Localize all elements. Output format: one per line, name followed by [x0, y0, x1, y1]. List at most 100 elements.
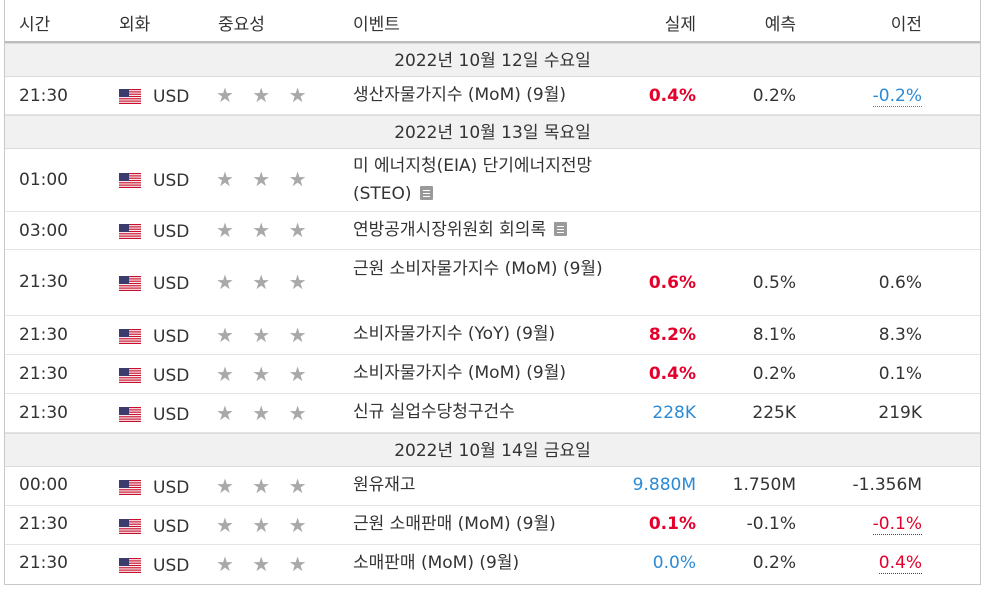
table-row[interactable]: 00:00 USD ★ ★ ★ 원유재고 9.880M 1.750M -1.35… [5, 467, 980, 506]
us-flag-icon [119, 407, 141, 422]
event-name-with-document[interactable]: 미 에너지청(EIA) 단기에너지전망(STEO) [353, 152, 615, 208]
forecast-value: 0.2% [752, 86, 796, 106]
actual-value: 228K [652, 403, 696, 423]
previous-value: -1.356M [852, 475, 922, 495]
date-row: 2022년 10월 14일 금요일 [5, 433, 980, 467]
header-forecast[interactable]: 예측 [764, 15, 796, 35]
forecast-value: 1.750M [732, 475, 796, 495]
us-flag-icon [119, 173, 141, 188]
event-time: 21:30 [19, 325, 68, 345]
importance-stars-icon: ★ ★ ★ [216, 474, 313, 498]
event-name[interactable]: 연방공개시장위원회 회의록 [353, 220, 547, 240]
actual-value: 0.1% [648, 514, 696, 534]
document-icon[interactable] [554, 222, 568, 236]
actual-value: 0.0% [652, 553, 696, 573]
table-row[interactable]: 21:30 USD ★ ★ ★ 소비자물가지수 (YoY) (9월) 8.2% … [5, 316, 980, 355]
importance-stars-icon: ★ ★ ★ [216, 270, 313, 294]
table-row[interactable]: 01:00 USD ★ ★ ★ 미 에너지청(EIA) 단기에너지전망(STEO… [5, 149, 980, 212]
previous-value: 8.3% [878, 325, 922, 345]
event-name[interactable]: 원유재고 [353, 475, 416, 495]
table-row[interactable]: 21:30 USD ★ ★ ★ 근원 소비자물가지수 (MoM) (9월) 0.… [5, 250, 980, 316]
economic-calendar-table: 시간 외화 중요성 이벤트 실제 예측 이전 2022년 10월 12일 수요일… [4, 0, 981, 585]
currency-code: USD [153, 556, 190, 576]
currency-code: USD [153, 517, 190, 537]
us-flag-icon [119, 329, 141, 344]
actual-value: 8.2% [648, 325, 696, 345]
event-time: 21:30 [19, 514, 68, 534]
currency-code: USD [153, 478, 190, 498]
us-flag-icon [119, 89, 141, 104]
currency-code: USD [153, 171, 190, 191]
actual-value: 0.4% [648, 86, 696, 106]
event-time: 21:30 [19, 403, 68, 423]
event-time: 21:30 [19, 272, 68, 292]
event-time: 21:30 [19, 86, 68, 106]
forecast-value: 8.1% [752, 325, 796, 345]
date-row: 2022년 10월 13일 목요일 [5, 115, 980, 149]
event-name[interactable]: 소비자물가지수 (MoM) (9월) [353, 363, 567, 383]
date-row: 2022년 10월 12일 수요일 [5, 43, 980, 77]
importance-stars-icon: ★ ★ ★ [216, 323, 313, 347]
table-row[interactable]: 21:30 USD ★ ★ ★ 소비자물가지수 (MoM) (9월) 0.4% … [5, 355, 980, 394]
table-row[interactable]: 03:00 USD ★ ★ ★ 연방공개시장위원회 회의록 [5, 212, 980, 250]
event-name[interactable]: 소매판매 (MoM) (9월) [353, 553, 520, 573]
event-name[interactable]: 소비자물가지수 (YoY) (9월) [353, 324, 556, 344]
header-importance[interactable]: 중요성 [218, 15, 265, 35]
document-icon[interactable] [419, 186, 433, 200]
forecast-value: 0.5% [752, 273, 796, 293]
previous-value: 219K [878, 403, 922, 423]
previous-value-revised[interactable]: -0.2% [872, 86, 922, 107]
previous-value-revised[interactable]: 0.4% [878, 553, 922, 574]
event-name[interactable]: 근원 소매판매 (MoM) (9월) [353, 514, 556, 534]
event-name[interactable]: 미 에너지청(EIA) 단기에너지전망(STEO) [353, 156, 593, 204]
event-time: 01:00 [19, 170, 68, 190]
previous-value: 0.6% [878, 273, 922, 293]
forecast-value: 0.2% [752, 553, 796, 573]
forecast-value: -0.1% [746, 514, 796, 534]
actual-value: 0.6% [648, 273, 696, 293]
forecast-value: 0.2% [752, 364, 796, 384]
actual-value: 0.4% [648, 364, 696, 384]
header-actual[interactable]: 실제 [664, 15, 696, 35]
table-row[interactable]: 21:30 USD ★ ★ ★ 생산자물가지수 (MoM) (9월) 0.4% … [5, 77, 980, 115]
event-name[interactable]: 근원 소비자물가지수 (MoM) (9월) [353, 259, 603, 279]
previous-value-revised[interactable]: -0.1% [872, 514, 922, 535]
event-time: 00:00 [19, 475, 68, 495]
currency-code: USD [153, 366, 190, 386]
importance-stars-icon: ★ ★ ★ [216, 513, 313, 537]
table-row[interactable]: 21:30 USD ★ ★ ★ 소매판매 (MoM) (9월) 0.0% 0.2… [5, 545, 980, 584]
importance-stars-icon: ★ ★ ★ [216, 83, 313, 107]
currency-code: USD [153, 87, 190, 107]
event-name[interactable]: 생산자물가지수 (MoM) (9월) [353, 85, 567, 105]
table-row[interactable]: 21:30 USD ★ ★ ★ 신규 실업수당청구건수 228K 225K 21… [5, 394, 980, 433]
event-time: 21:30 [19, 553, 68, 573]
currency-code: USD [153, 274, 190, 294]
us-flag-icon [119, 519, 141, 534]
actual-value: 9.880M [632, 475, 696, 495]
event-name-with-document[interactable]: 연방공개시장위원회 회의록 [353, 216, 615, 244]
header-event[interactable]: 이벤트 [353, 15, 400, 35]
importance-stars-icon: ★ ★ ★ [216, 552, 313, 576]
us-flag-icon [119, 558, 141, 573]
currency-code: USD [153, 327, 190, 347]
us-flag-icon [119, 480, 141, 495]
currency-code: USD [153, 222, 190, 242]
importance-stars-icon: ★ ★ ★ [216, 401, 313, 425]
event-time: 03:00 [19, 221, 68, 241]
importance-stars-icon: ★ ★ ★ [216, 167, 313, 191]
header-previous[interactable]: 이전 [890, 15, 922, 35]
importance-stars-icon: ★ ★ ★ [216, 362, 313, 386]
us-flag-icon [119, 368, 141, 383]
event-name[interactable]: 신규 실업수당청구건수 [353, 402, 515, 422]
table-row[interactable]: 21:30 USD ★ ★ ★ 근원 소매판매 (MoM) (9월) 0.1% … [5, 506, 980, 545]
us-flag-icon [119, 276, 141, 291]
currency-code: USD [153, 405, 190, 425]
previous-value: 0.1% [878, 364, 922, 384]
forecast-value: 225K [752, 403, 796, 423]
table-header: 시간 외화 중요성 이벤트 실제 예측 이전 [5, 0, 980, 43]
event-time: 21:30 [19, 364, 68, 384]
header-currency[interactable]: 외화 [119, 15, 151, 35]
header-time[interactable]: 시간 [19, 15, 51, 35]
importance-stars-icon: ★ ★ ★ [216, 218, 313, 242]
us-flag-icon [119, 224, 141, 239]
